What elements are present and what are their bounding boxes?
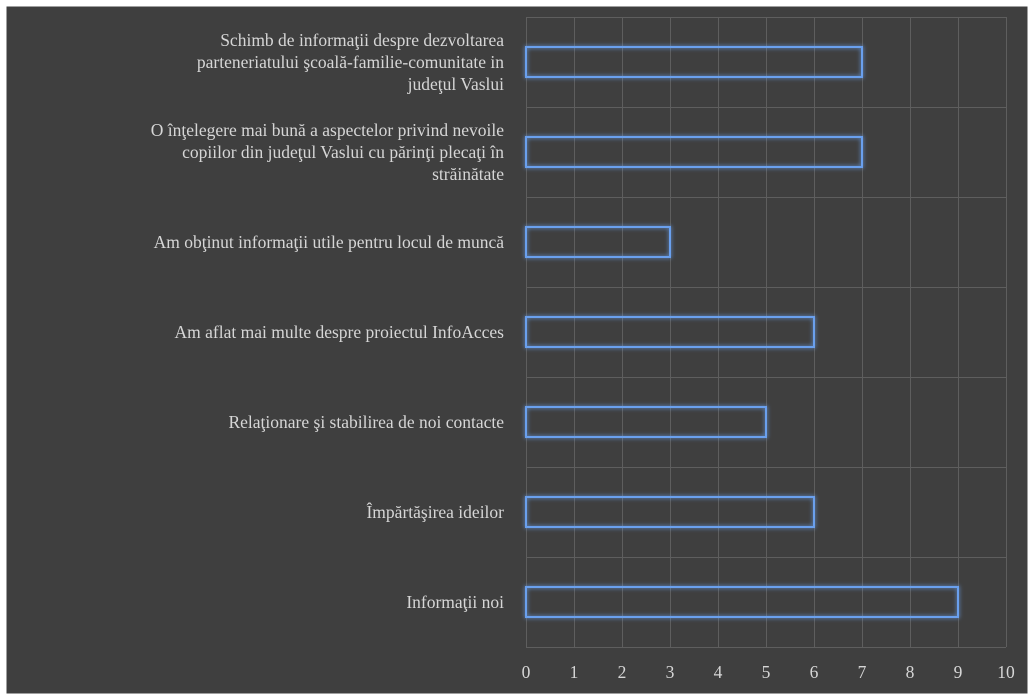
category-label-line: Schimb de informaţii despre dezvoltarea	[220, 30, 504, 50]
category-label-line: Împărtăşirea ideilor	[366, 502, 504, 522]
bars	[525, 46, 959, 618]
x-tick-label: 0	[522, 662, 531, 682]
bar	[525, 226, 671, 258]
bar	[525, 406, 767, 438]
x-axis-tick-labels: 0 1 2 3 4 5 6 7 8 9 10	[522, 662, 1015, 682]
category-label-line: Am aflat mai multe despre proiectul Info…	[175, 322, 505, 342]
category-labels: Schimb de informaţii despre dezvoltarea p…	[151, 30, 505, 612]
category-label: Schimb de informaţii despre dezvoltarea p…	[197, 30, 504, 94]
x-tick-label: 10	[997, 662, 1015, 682]
category-label-line: Relaţionare şi stabilirea de noi contact…	[228, 412, 504, 432]
category-label-line: Informaţii noi	[406, 592, 504, 612]
category-label: Am aflat mai multe despre proiectul Info…	[175, 322, 505, 342]
category-label: O înţelegere mai bună a aspectelor privi…	[151, 120, 505, 184]
x-tick-label: 7	[858, 662, 867, 682]
bar	[525, 46, 863, 78]
bar	[525, 496, 815, 528]
category-label: Am obţinut informaţii utile pentru locul…	[154, 232, 505, 252]
x-tick-label: 5	[762, 662, 771, 682]
bar	[525, 316, 815, 348]
gridlines	[526, 17, 1007, 648]
category-label: Informaţii noi	[406, 592, 504, 612]
x-tick-label: 9	[954, 662, 963, 682]
x-tick-label: 1	[570, 662, 579, 682]
x-tick-label: 6	[810, 662, 819, 682]
category-label-line: străinătate	[432, 164, 504, 184]
category-label-line: parteneriatului şcoală-familie-comunitat…	[197, 52, 504, 72]
category-label-line: copiilor din judeţul Vaslui cu părinţi p…	[182, 142, 504, 162]
category-label-line: Am obţinut informaţii utile pentru locul…	[154, 232, 505, 252]
x-tick-label: 8	[906, 662, 915, 682]
category-label: Relaţionare şi stabilirea de noi contact…	[228, 412, 504, 432]
x-tick-label: 2	[618, 662, 627, 682]
x-tick-label: 3	[666, 662, 675, 682]
chart-background	[5, 5, 1029, 695]
category-label: Împărtăşirea ideilor	[366, 502, 504, 522]
category-label-line: judeţul Vaslui	[407, 74, 505, 94]
x-tick-label: 4	[714, 662, 723, 682]
bar	[525, 136, 863, 168]
bar	[525, 586, 959, 618]
category-label-line: O înţelegere mai bună a aspectelor privi…	[151, 120, 504, 140]
